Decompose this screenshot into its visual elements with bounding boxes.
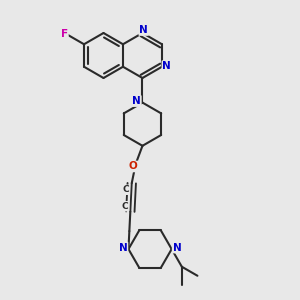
Text: N: N: [139, 25, 148, 35]
Text: O: O: [129, 161, 138, 172]
Text: C: C: [122, 202, 128, 211]
Text: C: C: [123, 185, 129, 194]
Text: N: N: [162, 61, 171, 71]
Text: N: N: [132, 96, 141, 106]
Text: F: F: [61, 29, 68, 39]
Text: N: N: [119, 243, 128, 253]
Text: N: N: [173, 243, 182, 253]
